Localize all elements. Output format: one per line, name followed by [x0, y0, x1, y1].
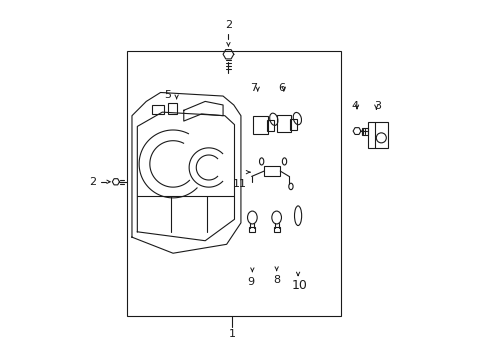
Bar: [362, 128, 367, 135]
Bar: [167, 103, 176, 114]
Text: 3: 3: [373, 101, 381, 111]
Text: 2: 2: [224, 19, 231, 30]
Bar: [151, 105, 164, 114]
Text: 4: 4: [350, 101, 357, 111]
Text: 9: 9: [247, 277, 254, 287]
Bar: [264, 166, 280, 176]
Bar: [276, 114, 290, 132]
Bar: [290, 119, 297, 130]
Bar: [249, 227, 255, 232]
Text: 11: 11: [233, 179, 247, 189]
Bar: [273, 227, 279, 232]
Bar: [253, 116, 267, 134]
Text: 7: 7: [249, 83, 257, 93]
Bar: [126, 51, 340, 316]
Text: 5: 5: [164, 90, 171, 100]
Bar: [367, 122, 387, 148]
Text: 2: 2: [89, 177, 96, 187]
Text: 6: 6: [278, 83, 285, 93]
Bar: [266, 120, 274, 131]
Text: 10: 10: [291, 279, 307, 292]
Text: 8: 8: [272, 275, 280, 285]
Text: 1: 1: [228, 329, 235, 339]
